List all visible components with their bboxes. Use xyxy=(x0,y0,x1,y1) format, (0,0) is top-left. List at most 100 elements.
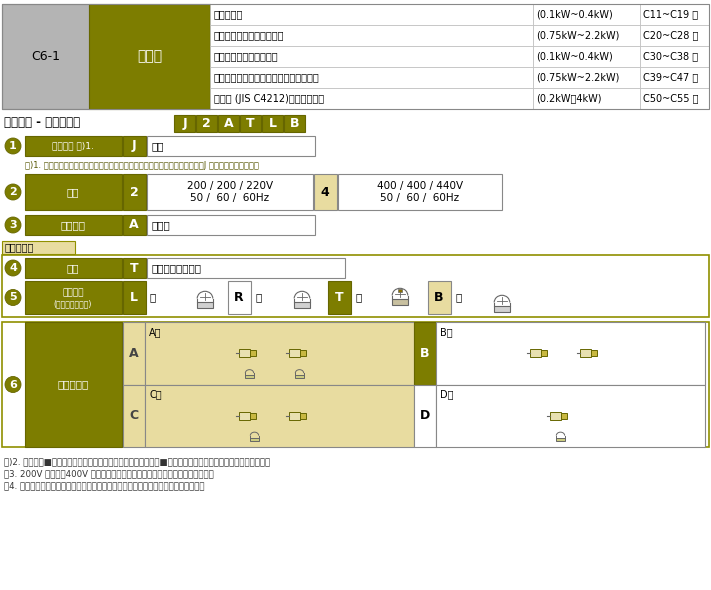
Bar xyxy=(294,375,304,378)
Text: (0.75kW~2.2kW): (0.75kW~2.2kW) xyxy=(536,31,619,41)
Bar xyxy=(533,46,640,67)
Bar xyxy=(123,215,146,235)
Bar xyxy=(314,174,337,210)
Bar xyxy=(580,349,591,358)
Bar xyxy=(123,258,146,278)
Circle shape xyxy=(5,290,21,306)
Bar xyxy=(123,174,146,210)
Text: 取付位置: 取付位置 xyxy=(63,288,84,297)
Text: (0.1kW~0.4kW): (0.1kW~0.4kW) xyxy=(536,9,613,19)
Bar xyxy=(550,412,560,420)
Text: A: A xyxy=(224,117,233,130)
Bar xyxy=(145,385,414,447)
Text: B: B xyxy=(420,347,429,360)
Circle shape xyxy=(5,217,21,233)
Bar xyxy=(328,281,351,314)
Text: 2: 2 xyxy=(129,185,139,198)
Bar xyxy=(196,115,217,132)
Bar xyxy=(300,413,306,418)
Bar xyxy=(123,322,145,385)
Bar xyxy=(147,174,313,210)
Text: A式: A式 xyxy=(149,327,161,337)
Text: C30~C38 頁: C30~C38 頁 xyxy=(643,51,698,61)
Text: 下: 下 xyxy=(455,293,461,303)
Circle shape xyxy=(5,260,21,276)
Bar xyxy=(210,46,533,67)
Text: C39~C47 頁: C39~C47 頁 xyxy=(643,73,698,83)
Text: D: D xyxy=(420,409,430,422)
Text: R: R xyxy=(234,291,244,304)
Text: 50 /  60 /  60Hz: 50 / 60 / 60Hz xyxy=(191,193,269,203)
Text: 4: 4 xyxy=(321,185,329,198)
Text: 使用環境: 使用環境 xyxy=(60,220,85,230)
Bar xyxy=(640,4,709,25)
Bar xyxy=(428,281,451,314)
Text: A: A xyxy=(129,218,139,231)
Text: 右: 右 xyxy=(255,293,261,303)
Text: 屋外形: 屋外形 xyxy=(152,220,171,230)
Text: 電圧: 電圧 xyxy=(67,187,79,197)
Bar xyxy=(436,322,705,385)
Text: 引出口方向: 引出口方向 xyxy=(58,379,89,389)
Bar xyxy=(174,115,195,132)
Text: C11~C19 頁: C11~C19 頁 xyxy=(643,9,698,19)
Text: C6-1: C6-1 xyxy=(31,50,60,63)
Bar xyxy=(533,4,640,25)
Bar xyxy=(530,349,540,358)
Text: T: T xyxy=(246,117,255,130)
Bar xyxy=(493,306,510,312)
Bar xyxy=(300,350,306,356)
Text: T: T xyxy=(335,291,343,304)
Bar xyxy=(414,322,436,385)
Bar xyxy=(2,4,89,109)
Bar xyxy=(533,25,640,46)
Bar xyxy=(239,349,250,358)
Bar xyxy=(555,438,565,441)
Text: 国別対応 注)1.: 国別対応 注)1. xyxy=(52,142,94,150)
Text: B式: B式 xyxy=(440,327,453,337)
Bar xyxy=(210,4,533,25)
Bar xyxy=(397,289,402,292)
Bar xyxy=(147,215,315,235)
Bar xyxy=(640,88,709,109)
Bar xyxy=(210,67,533,88)
Text: C20~C28 頁: C20~C28 頁 xyxy=(643,31,698,41)
Circle shape xyxy=(5,138,21,154)
Text: 6: 6 xyxy=(9,379,17,389)
Text: 2: 2 xyxy=(202,117,211,130)
Bar xyxy=(250,350,256,356)
Text: 日本: 日本 xyxy=(152,141,164,151)
Text: 2: 2 xyxy=(9,187,17,197)
Bar xyxy=(147,258,345,278)
Bar xyxy=(392,299,408,305)
Text: 高効率 (JIS C4212)　三相モータ: 高効率 (JIS C4212) 三相モータ xyxy=(214,93,324,103)
Text: B: B xyxy=(290,117,299,130)
Text: 400 / 400 / 440V: 400 / 400 / 440V xyxy=(377,181,463,191)
Bar xyxy=(533,88,640,109)
Circle shape xyxy=(5,184,21,200)
Bar xyxy=(640,25,709,46)
Text: 端子笱仕様: 端子笱仕様 xyxy=(5,242,34,253)
Text: (0.2kW、4kW): (0.2kW、4kW) xyxy=(536,93,602,103)
Bar xyxy=(2,322,709,447)
Text: 1: 1 xyxy=(9,141,17,151)
Text: C式: C式 xyxy=(149,389,161,399)
Circle shape xyxy=(5,376,21,392)
Bar xyxy=(289,412,299,420)
Bar xyxy=(533,67,640,88)
Text: 3. 200V クラス、400V クラス以外の電圧についてはお問い合わせください。: 3. 200V クラス、400V クラス以外の電圧についてはお問い合わせください… xyxy=(4,470,214,478)
Bar xyxy=(197,302,213,308)
Text: 200 / 200 / 220V: 200 / 200 / 220V xyxy=(187,181,273,191)
Bar xyxy=(245,375,255,378)
Bar xyxy=(218,115,239,132)
Bar xyxy=(240,115,261,132)
Bar xyxy=(210,25,533,46)
Text: 銅板製・端子台式: 銅板製・端子台式 xyxy=(152,263,202,273)
Bar xyxy=(2,4,709,109)
Bar xyxy=(284,115,305,132)
Text: T: T xyxy=(129,261,139,274)
Bar xyxy=(123,385,145,447)
Bar xyxy=(210,88,533,109)
Text: A: A xyxy=(129,347,139,360)
Bar xyxy=(541,350,547,356)
